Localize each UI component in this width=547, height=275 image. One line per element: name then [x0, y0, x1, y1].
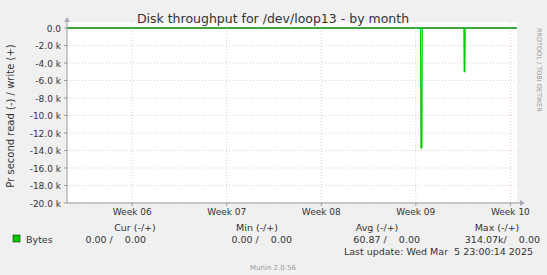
footer: Munin 2.0.56: [250, 264, 296, 272]
tick-label: -12.0 k: [30, 129, 62, 139]
title: Disk throughput for /dev/loop13 - by mon…: [137, 11, 409, 26]
series-line: [67, 28, 517, 148]
legend-value: 314.07k/ 0.00: [465, 234, 540, 245]
tick-label: Week 07: [207, 207, 246, 217]
grid-line: [510, 22, 511, 203]
x-axis: [67, 203, 521, 204]
tick-label: -14.0 k: [30, 146, 62, 156]
axis-label: Pr second read (-) / write (+): [5, 44, 16, 187]
chart: Disk throughput for /dev/loop13 - by mon…: [0, 0, 547, 275]
grid-line: [67, 133, 517, 134]
legend-header: Max (-/+): [475, 222, 520, 233]
tick-label: Week 09: [396, 207, 435, 217]
grid-line: [132, 22, 133, 203]
legend-header: Cur (-/+): [114, 222, 156, 233]
legend-swatch: [13, 235, 20, 242]
grid-line: [321, 22, 322, 203]
background: [0, 0, 547, 275]
grid-line: [226, 22, 227, 203]
grid-line: [67, 185, 517, 186]
tick-label: -4.0 k: [35, 59, 61, 69]
plot-area: [67, 22, 517, 203]
legend-value: 60.87 / 0.00: [353, 234, 420, 245]
tick-label: -20.0 k: [30, 199, 62, 209]
last-update: Last update: Wed Mar 5 23:00:14 2025: [344, 246, 533, 257]
grid-line: [67, 115, 517, 116]
tick-label: -18.0 k: [30, 181, 62, 191]
tick-label: 0.0: [47, 24, 62, 34]
axis-arrow: [64, 17, 70, 22]
grid-line: [67, 63, 517, 64]
tick-label: -16.0 k: [30, 164, 62, 174]
tick-label: -6.0 k: [35, 76, 61, 86]
tick-label: Week 06: [113, 207, 152, 217]
grid-line: [415, 22, 416, 203]
side-text: RRDTOOL / TOBI OETIKER: [535, 28, 543, 112]
grid-line: [67, 45, 517, 46]
grid-line: [67, 98, 517, 99]
tick-label: -8.0 k: [35, 94, 61, 104]
grid-line: [67, 168, 517, 169]
legend-value: 0.00 / 0.00: [231, 234, 292, 245]
tick-label: Week 10: [491, 207, 530, 217]
legend-header: Avg (-/+): [356, 222, 399, 233]
tick-label: -10.0 k: [30, 111, 62, 121]
legend-value: 0.00 / 0.00: [85, 234, 146, 245]
axis-arrow: [520, 200, 525, 206]
grid-line: [67, 150, 517, 151]
legend-header: Min (-/+): [236, 222, 278, 233]
tick-label: -2.0 k: [35, 41, 61, 51]
legend-label: Bytes: [26, 234, 53, 245]
tick-label: Week 08: [302, 207, 341, 217]
data-group: [67, 28, 517, 148]
y-axis: [67, 20, 68, 203]
grid-line: [67, 80, 517, 81]
